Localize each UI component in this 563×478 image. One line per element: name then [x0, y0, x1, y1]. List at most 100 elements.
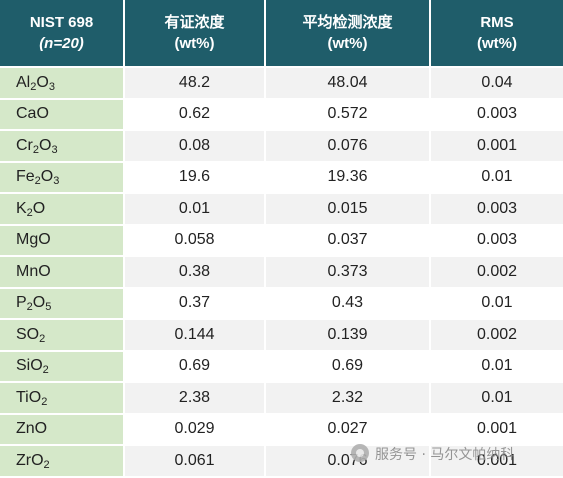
table-row: SO2 0.144 0.139 0.002 — [0, 319, 563, 352]
header-certified: 有证浓度 (wt%) — [124, 0, 266, 68]
compound-subscript: 5 — [45, 301, 52, 314]
certified-cell: 0.061 — [124, 445, 266, 478]
table-row: ZnO 0.029 0.027 0.001 — [0, 413, 563, 446]
compound-subscript: 2 — [42, 364, 49, 377]
certified-cell: 0.38 — [124, 256, 266, 289]
header-rms: RMS (wt%) — [430, 0, 563, 68]
compound-cell: SiO2 — [0, 350, 125, 383]
measured-cell: 19.36 — [265, 161, 431, 194]
certified-cell: 0.058 — [124, 224, 266, 257]
compound-element: TiO — [16, 388, 42, 406]
header-certified-unit: (wt%) — [174, 35, 215, 52]
table-row: CaO 0.62 0.572 0.003 — [0, 98, 563, 131]
rms-cell: 0.003 — [430, 193, 563, 226]
compound-element: CaO — [16, 105, 49, 123]
certified-cell: 0.37 — [124, 287, 266, 320]
compound-subscript: 2 — [41, 395, 48, 408]
certified-cell: 0.029 — [124, 413, 266, 446]
rms-cell: 0.01 — [430, 350, 563, 383]
rms-cell: 0.001 — [430, 413, 563, 446]
measured-cell: 48.04 — [265, 67, 431, 100]
compound-element: O — [39, 136, 52, 154]
compound-subscript: 2 — [32, 143, 40, 156]
compound-element: P — [16, 294, 27, 312]
measured-cell: 0.037 — [265, 224, 431, 257]
header-measured-label: 平均检测浓度 — [302, 14, 393, 31]
table-row: Fe2O3 19.6 19.36 0.01 — [0, 161, 563, 194]
rms-cell: 0.002 — [430, 319, 563, 352]
header-sample: NIST 698 (n=20) — [0, 0, 125, 68]
compound-subscript: 3 — [51, 143, 58, 156]
compound-element: ZnO — [16, 420, 48, 438]
table-body: Al2O3 48.2 48.04 0.04 CaO 0.62 0.572 0.003 Cr2O3… — [0, 67, 563, 478]
compound-cell: SO2 — [0, 319, 125, 352]
compound-element: Cr — [16, 136, 33, 154]
rms-cell: 0.001 — [430, 445, 563, 478]
header-rms-unit: (wt%) — [477, 35, 517, 52]
compound-subscript: 2 — [30, 80, 37, 93]
compound-element: Fe — [16, 168, 35, 186]
compound-element: Al — [16, 73, 31, 91]
compound-subscript: 2 — [39, 332, 46, 345]
wechat-logo-icon — [351, 444, 369, 462]
compound-element: MnO — [16, 262, 51, 280]
rms-cell: 0.04 — [430, 67, 563, 100]
table-row: MnO 0.38 0.373 0.002 — [0, 256, 563, 289]
compound-element: O — [32, 199, 46, 217]
watermark: 服务号 · 马尔文帕纳科 — [351, 444, 514, 464]
rms-cell: 0.01 — [430, 287, 563, 320]
compound-subscript: 3 — [53, 175, 60, 188]
compound-cell: MnO — [0, 256, 125, 289]
compound-element: MgO — [16, 231, 51, 249]
certified-cell: 2.38 — [124, 382, 266, 415]
header-row: NIST 698 (n=20) 有证浓度 (wt%) 平均检测浓度 (wt%) … — [0, 0, 563, 68]
measured-cell: 0.139 — [265, 319, 431, 352]
table-row: P2O5 0.37 0.43 0.01 — [0, 287, 563, 320]
compound-subscript: 2 — [34, 175, 41, 188]
measured-cell: 0.076 — [265, 130, 431, 163]
compound-cell: Fe2O3 — [0, 161, 125, 194]
rms-cell: 0.003 — [430, 98, 563, 131]
certified-cell: 0.69 — [124, 350, 266, 383]
compound-cell: ZrO2 — [0, 445, 125, 478]
table-row: ZrO2 0.061 0.076 0.001 — [0, 445, 563, 478]
compound-cell: CaO — [0, 98, 125, 131]
table-row: Cr2O3 0.08 0.076 0.001 — [0, 130, 563, 163]
compound-cell: Al2O3 — [0, 67, 125, 100]
measured-cell: 0.43 — [265, 287, 431, 320]
compound-cell: Cr2O3 — [0, 130, 125, 163]
compound-element: SO — [16, 325, 40, 343]
watermark-text: 服务号 · 马尔文帕纳科 — [375, 447, 515, 463]
compound-cell: K2O — [0, 193, 125, 226]
table-row: SiO2 0.69 0.69 0.01 — [0, 350, 563, 383]
header-measured-unit: (wt%) — [327, 35, 368, 52]
measured-cell: 2.32 — [265, 382, 431, 415]
certified-cell: 0.144 — [124, 319, 266, 352]
compound-element: O — [40, 168, 54, 186]
header-sample-count: (n=20) — [39, 35, 84, 52]
header-certified-label: 有证浓度 — [164, 14, 225, 31]
table-row: Al2O3 48.2 48.04 0.04 — [0, 67, 563, 100]
compound-element: SiO — [16, 357, 43, 375]
measured-cell: 0.015 — [265, 193, 431, 226]
measured-cell: 0.373 — [265, 256, 431, 289]
certified-cell: 19.6 — [124, 161, 266, 194]
compound-subscript: 2 — [26, 301, 33, 314]
compound-element: ZrO — [16, 451, 44, 469]
table-row: TiO2 2.38 2.32 0.01 — [0, 382, 563, 415]
certified-cell: 0.01 — [124, 193, 266, 226]
table-row: K2O 0.01 0.015 0.003 — [0, 193, 563, 226]
rms-cell: 0.001 — [430, 130, 563, 163]
compound-subscript: 3 — [48, 80, 55, 93]
compound-element: O — [36, 73, 49, 91]
compound-cell: ZnO — [0, 413, 125, 446]
header-rms-label: RMS — [480, 14, 514, 31]
rms-cell: 0.01 — [430, 161, 563, 194]
table-row: MgO 0.058 0.037 0.003 — [0, 224, 563, 257]
compound-subscript: 2 — [26, 206, 33, 219]
header-sample-name: NIST 698 — [29, 14, 94, 31]
certified-cell: 0.62 — [124, 98, 266, 131]
rms-cell: 0.01 — [430, 382, 563, 415]
measured-cell: 0.027 — [265, 413, 431, 446]
